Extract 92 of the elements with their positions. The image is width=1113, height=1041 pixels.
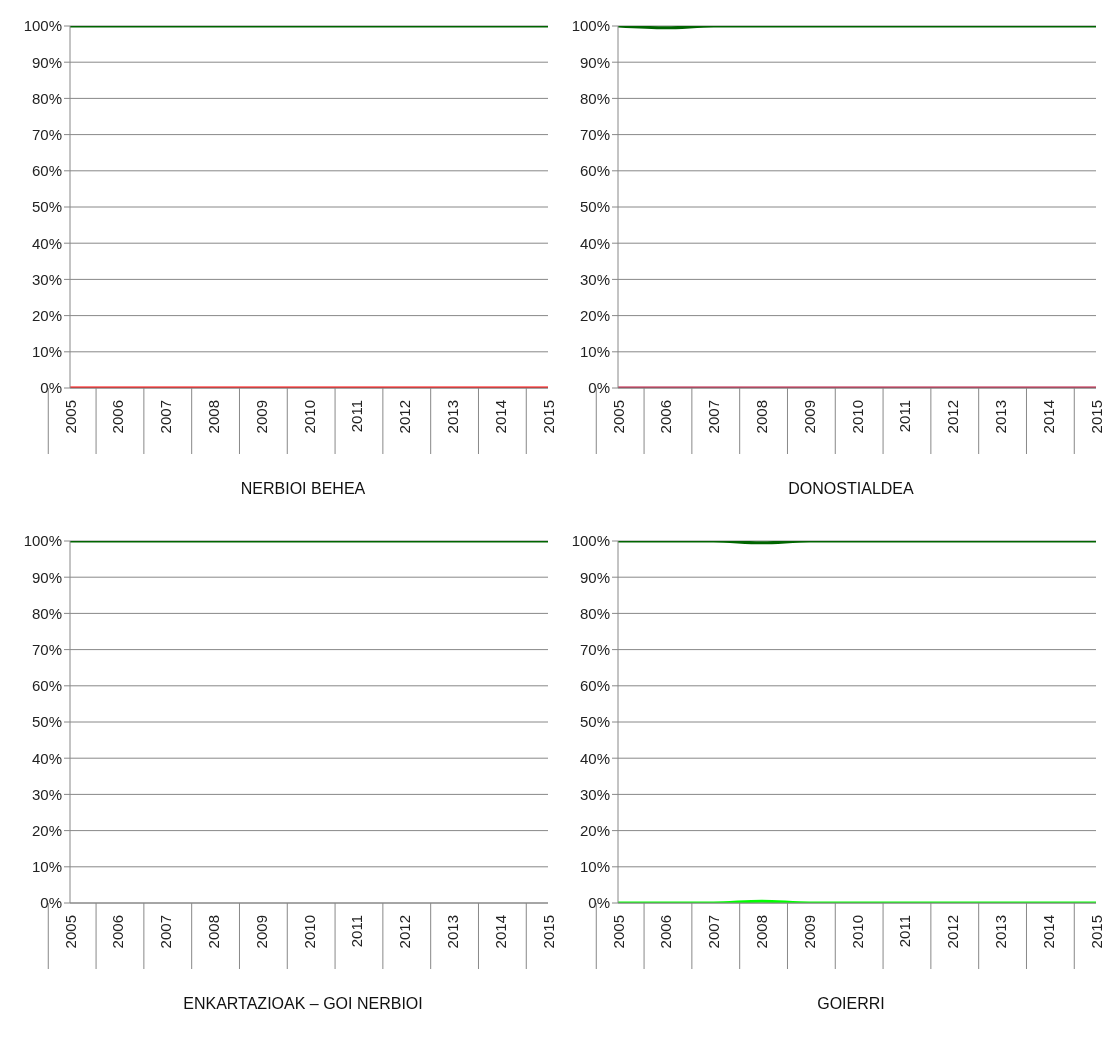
- x-tick-label: 2008: [752, 915, 770, 949]
- y-tick-label: 0%: [588, 894, 610, 912]
- x-tick-label: 2005: [609, 400, 627, 434]
- x-tick-label: 2006: [109, 400, 127, 434]
- y-tick-label: 90%: [579, 53, 610, 71]
- y-tick-label: 30%: [31, 785, 62, 803]
- y-tick-label: 10%: [31, 343, 62, 361]
- text: GOIERRI: [816, 995, 886, 1013]
- y-tick-label: 60%: [579, 162, 610, 180]
- y-tick-label: 10%: [31, 858, 62, 876]
- y-tick-label: 20%: [31, 821, 62, 839]
- x-tick-label: 2011: [896, 400, 914, 433]
- y-tick-label: 20%: [31, 306, 62, 324]
- x-tick-label: 2014: [491, 400, 509, 434]
- x-tick-label: 2009: [252, 400, 270, 434]
- y-tick-label: 100%: [571, 532, 610, 550]
- x-tick-label: 2005: [61, 915, 79, 949]
- y-tick-label: 50%: [31, 713, 62, 731]
- y-tick-label: 20%: [579, 306, 610, 324]
- x-tick-label: 2008: [204, 915, 222, 949]
- x-tick-label: 2008: [752, 400, 770, 434]
- y-tick-label: 50%: [579, 713, 610, 731]
- x-tick-label: 2007: [705, 400, 723, 434]
- x-tick-label: 2015: [539, 400, 557, 434]
- y-tick-label: 20%: [579, 821, 610, 839]
- x-tick-label: 2012: [396, 400, 414, 434]
- text: NERBIOI BEHEA: [239, 480, 367, 498]
- x-tick-label: 2015: [1087, 915, 1105, 949]
- y-tick-label: 60%: [31, 162, 62, 180]
- y-tick-label: 30%: [31, 270, 62, 288]
- x-tick-label: 2005: [609, 915, 627, 949]
- y-tick-label: 50%: [31, 198, 62, 216]
- x-tick-label: 2011: [896, 915, 914, 948]
- x-tick-label: 2013: [991, 400, 1009, 434]
- y-tick-label: 90%: [579, 568, 610, 586]
- y-tick-label: 60%: [579, 677, 610, 695]
- x-tick-label: 2010: [848, 915, 866, 949]
- y-tick-label: 40%: [579, 749, 610, 767]
- x-tick-label: 2009: [252, 915, 270, 949]
- y-tick-label: 0%: [588, 379, 610, 397]
- y-tick-label: 80%: [579, 89, 610, 107]
- y-tick-label: 90%: [31, 568, 62, 586]
- y-tick-label: 50%: [579, 198, 610, 216]
- x-tick-label: 2010: [848, 400, 866, 434]
- y-tick-label: 70%: [31, 640, 62, 658]
- x-tick-label: 2009: [800, 915, 818, 949]
- y-tick-label: 80%: [579, 604, 610, 622]
- x-tick-label: 2012: [944, 400, 962, 434]
- y-tick-label: 60%: [31, 677, 62, 695]
- y-tick-label: 90%: [31, 53, 62, 71]
- y-tick-label: 30%: [579, 270, 610, 288]
- x-tick-label: 2012: [396, 915, 414, 949]
- x-tick-label: 2009: [800, 400, 818, 434]
- y-tick-label: 70%: [579, 125, 610, 143]
- y-tick-label: 0%: [40, 379, 62, 397]
- x-tick-label: 2006: [109, 915, 127, 949]
- x-tick-label: 2006: [657, 400, 675, 434]
- x-tick-label: 2011: [348, 915, 366, 948]
- y-tick-label: 40%: [31, 749, 62, 767]
- x-tick-label: 2011: [348, 400, 366, 433]
- y-tick-label: 70%: [31, 125, 62, 143]
- y-tick-label: 70%: [579, 640, 610, 658]
- x-tick-label: 2014: [1039, 915, 1057, 949]
- x-tick-label: 2006: [657, 915, 675, 949]
- y-tick-label: 0%: [40, 894, 62, 912]
- x-tick-label: 2015: [1087, 400, 1105, 434]
- text: ENKARTAZIOAK – GOI NERBIOI: [182, 995, 424, 1013]
- y-tick-label: 100%: [23, 17, 62, 35]
- x-tick-label: 2010: [300, 915, 318, 949]
- x-tick-label: 2014: [491, 915, 509, 949]
- x-tick-label: 2008: [204, 400, 222, 434]
- x-tick-label: 2013: [991, 915, 1009, 949]
- x-tick-label: 2005: [61, 400, 79, 434]
- y-tick-label: 40%: [579, 234, 610, 252]
- y-tick-label: 40%: [31, 234, 62, 252]
- y-tick-label: 100%: [571, 17, 610, 35]
- y-tick-label: 10%: [579, 343, 610, 361]
- x-tick-label: 2014: [1039, 400, 1057, 434]
- y-tick-label: 30%: [579, 785, 610, 803]
- x-tick-label: 2007: [157, 400, 175, 434]
- x-tick-label: 2013: [443, 915, 461, 949]
- y-tick-label: 80%: [31, 604, 62, 622]
- x-tick-label: 2013: [443, 400, 461, 434]
- x-tick-label: 2015: [539, 915, 557, 949]
- y-tick-label: 100%: [23, 532, 62, 550]
- x-tick-label: 2007: [705, 915, 723, 949]
- x-tick-label: 2010: [300, 400, 318, 434]
- x-tick-label: 2012: [944, 915, 962, 949]
- y-tick-label: 80%: [31, 89, 62, 107]
- y-tick-label: 10%: [579, 858, 610, 876]
- x-tick-label: 2007: [157, 915, 175, 949]
- text: DONOSTIALDEA: [787, 480, 915, 498]
